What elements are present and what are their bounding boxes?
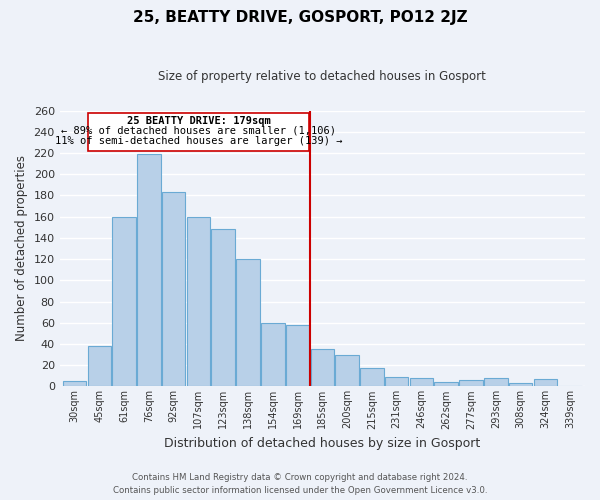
Bar: [311, 350, 334, 387]
Bar: [509, 383, 532, 386]
X-axis label: Distribution of detached houses by size in Gosport: Distribution of detached houses by size …: [164, 437, 481, 450]
Bar: [261, 322, 284, 386]
Bar: [162, 192, 185, 386]
Title: Size of property relative to detached houses in Gosport: Size of property relative to detached ho…: [158, 70, 486, 83]
Bar: [137, 154, 161, 386]
Text: 25 BEATTY DRIVE: 179sqm: 25 BEATTY DRIVE: 179sqm: [127, 116, 271, 126]
Bar: [385, 377, 409, 386]
Bar: [484, 378, 508, 386]
Bar: [335, 354, 359, 386]
Bar: [112, 216, 136, 386]
Bar: [410, 378, 433, 386]
Bar: [286, 325, 310, 386]
Text: 11% of semi-detached houses are larger (139) →: 11% of semi-detached houses are larger (…: [55, 136, 342, 146]
Bar: [236, 259, 260, 386]
Bar: [459, 380, 483, 386]
Y-axis label: Number of detached properties: Number of detached properties: [15, 156, 28, 342]
Bar: [88, 346, 111, 387]
Text: 25, BEATTY DRIVE, GOSPORT, PO12 2JZ: 25, BEATTY DRIVE, GOSPORT, PO12 2JZ: [133, 10, 467, 25]
FancyBboxPatch shape: [88, 112, 309, 151]
Text: Contains HM Land Registry data © Crown copyright and database right 2024.
Contai: Contains HM Land Registry data © Crown c…: [113, 474, 487, 495]
Bar: [434, 382, 458, 386]
Bar: [211, 230, 235, 386]
Bar: [63, 381, 86, 386]
Bar: [187, 216, 210, 386]
Bar: [360, 368, 383, 386]
Text: ← 89% of detached houses are smaller (1,106): ← 89% of detached houses are smaller (1,…: [61, 126, 336, 136]
Bar: [533, 379, 557, 386]
